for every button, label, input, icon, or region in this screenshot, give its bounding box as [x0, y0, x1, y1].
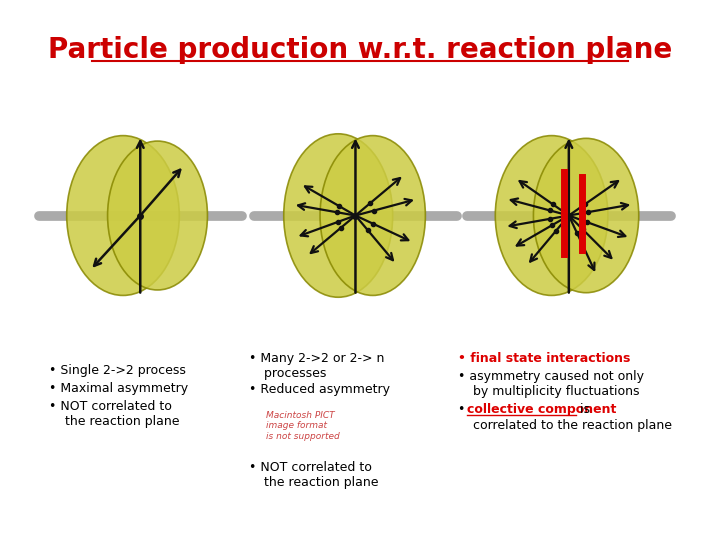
Ellipse shape [534, 138, 639, 293]
Text: is: is [576, 403, 590, 416]
Text: Macintosh PICT
image format
is not supported: Macintosh PICT image format is not suppo… [266, 411, 339, 441]
Text: •: • [458, 403, 469, 416]
Ellipse shape [495, 136, 608, 295]
Text: • Many 2->2 or 2-> n: • Many 2->2 or 2-> n [249, 352, 384, 365]
Text: • asymmetry caused not only: • asymmetry caused not only [458, 370, 644, 383]
Text: • final state interactions: • final state interactions [458, 352, 631, 365]
Text: • Single 2->2 process: • Single 2->2 process [50, 363, 186, 376]
Text: • NOT correlated to: • NOT correlated to [249, 461, 372, 474]
Text: • NOT correlated to: • NOT correlated to [50, 400, 172, 413]
Text: Particle production w.r.t. reaction plane: Particle production w.r.t. reaction plan… [48, 36, 672, 64]
Ellipse shape [320, 136, 426, 295]
Text: the reaction plane: the reaction plane [256, 476, 379, 489]
Text: collective component: collective component [467, 403, 616, 416]
Text: the reaction plane: the reaction plane [57, 415, 179, 428]
Text: processes: processes [256, 367, 327, 380]
Ellipse shape [107, 141, 207, 290]
Text: • Maximal asymmetry: • Maximal asymmetry [50, 382, 189, 395]
Text: by multiplicity fluctuations: by multiplicity fluctuations [465, 386, 640, 399]
Ellipse shape [284, 134, 392, 297]
Ellipse shape [67, 136, 179, 295]
Text: • Reduced asymmetry: • Reduced asymmetry [249, 383, 390, 396]
Text: correlated to the reaction plane: correlated to the reaction plane [465, 419, 672, 432]
